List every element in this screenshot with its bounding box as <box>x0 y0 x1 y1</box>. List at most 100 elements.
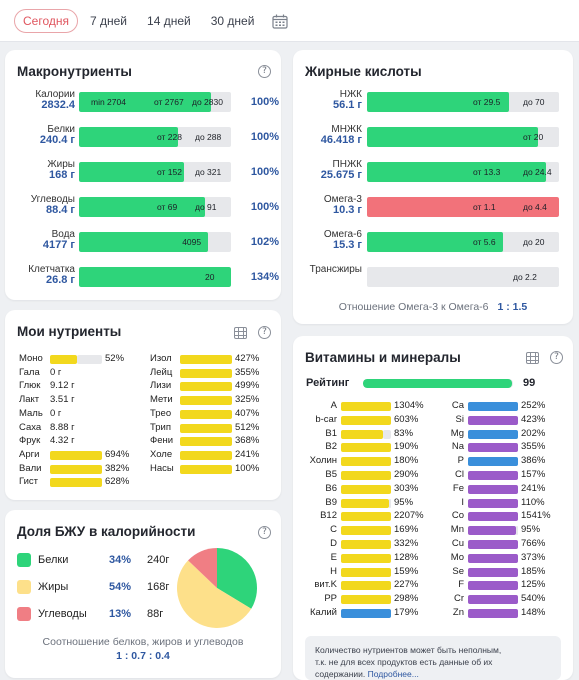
fatty-acid-row: Трансжиры до 2.2 <box>305 264 567 291</box>
macro-bar-text: от 228 <box>157 132 182 142</box>
fatty-acid-row: Омега-6 15.3 г от 5.6 до 20 <box>305 229 567 256</box>
fatty-acid-name: Трансжиры <box>309 264 362 275</box>
nutrient-value: 694% <box>105 448 130 460</box>
vitamin-name: B2 <box>325 441 337 453</box>
vitamin-value: 241% <box>521 482 546 494</box>
table-icon[interactable] <box>234 327 247 339</box>
pie-slice <box>188 548 217 588</box>
macro-label: Жиры 168 г <box>17 159 75 181</box>
tab-14-days[interactable]: 14 дней <box>147 13 191 28</box>
vitamin-name: B1 <box>325 427 337 439</box>
vitamin-value: 2207% <box>394 510 424 522</box>
table-icon[interactable] <box>526 352 539 364</box>
macro-name: Клетчатка <box>28 264 75 275</box>
help-icon[interactable]: ? <box>258 526 271 539</box>
fatty-acid-bar-fill <box>367 92 510 112</box>
vitamin-value: 83% <box>394 427 414 439</box>
vitamin-value: 110% <box>521 496 545 508</box>
vitamin-name: B5 <box>325 469 337 480</box>
more-link[interactable]: Подробнее... <box>367 669 419 679</box>
tab-30-days[interactable]: 30 дней <box>210 13 255 28</box>
vitamin-value: 185% <box>521 565 546 577</box>
vitamin-bar <box>468 553 518 563</box>
bju-percent: 34% <box>109 554 132 566</box>
macro-name: Вода <box>51 229 75 240</box>
tab-today[interactable]: Сегодня <box>14 8 78 33</box>
vitamin-bar <box>468 512 518 522</box>
fatty-acid-bar-fill <box>367 197 559 217</box>
macro-bar: от 69 до 91 <box>79 197 231 217</box>
nutrient-name: Трип <box>150 421 172 433</box>
nutrient-name: Мети <box>150 394 173 406</box>
pie-slice <box>217 548 257 609</box>
fatty-acid-bar: от 1.1 до 4.4 <box>367 197 559 217</box>
fatty-acid-row: ПНЖК 25.675 г от 13.3 до 24.4 <box>305 159 567 186</box>
macro-label: Белки 240.4 г <box>17 124 75 146</box>
calendar-icon[interactable] <box>272 14 288 29</box>
period-tabs: Сегодня 7 дней 14 дней 30 дней <box>0 0 579 42</box>
omega-ratio-label: Отношение Омега-3 к Омега-6 <box>338 301 489 313</box>
fatty-acid-bar-fill <box>367 127 538 147</box>
vitamin-name: Cl <box>455 469 464 480</box>
bju-ratio-label: Соотношение белков, жиров и углеводов <box>42 636 244 648</box>
vitamin-value: 373% <box>521 551 546 563</box>
macro-bar-text: от 2767 <box>154 97 184 107</box>
vitamin-name: Si <box>455 413 464 425</box>
nutrient-bar <box>180 396 232 406</box>
bju-ratio-value: 1 : 0.7 : 0.4 <box>116 650 170 662</box>
vitamin-value: 540% <box>521 593 546 605</box>
vitamin-name: Co <box>451 510 464 522</box>
macro-row: Белки 240.4 г от 228 до 288 100% <box>17 124 279 151</box>
nutrient-value: 241% <box>235 448 260 460</box>
vitamin-name: E <box>330 551 337 563</box>
macro-bar-fill <box>79 232 209 252</box>
macro-name: Белки <box>47 124 75 135</box>
fatty-acid-row: Омега-3 10.3 г от 1.1 до 4.4 <box>305 194 567 221</box>
macro-bar-text: от 152 <box>157 167 182 177</box>
vitamin-value: 202% <box>521 427 546 439</box>
macro-value: 88.4 г <box>45 204 75 216</box>
my-nutrients-title: Мои нутриенты <box>17 324 122 339</box>
macros-title: Макронутриенты <box>17 64 132 79</box>
nutrient-name: Лакт <box>19 394 40 406</box>
macro-name: Жиры <box>47 159 75 170</box>
vitamin-bar <box>341 415 391 425</box>
vitamin-bar <box>468 526 516 536</box>
help-icon[interactable]: ? <box>258 326 271 339</box>
fatty-acid-bar-text: до 24.4 <box>523 167 552 177</box>
bju-card: Доля БЖУ в калорийности ? Белки 34% 240г Жи… <box>5 510 281 678</box>
nutrient-name: Гала <box>19 366 40 378</box>
macro-percent: 100% <box>250 131 279 143</box>
vitamin-value: 603% <box>394 413 419 425</box>
nutrient-value: 355% <box>235 366 260 378</box>
nutrient-name: Арги <box>19 448 40 460</box>
fatty-acid-bar-text: до 70 <box>523 97 545 107</box>
bju-name: Жиры <box>38 581 69 593</box>
macro-bar-fill <box>79 267 231 287</box>
nutrient-value: 499% <box>235 380 260 392</box>
fatty-acid-bar-text: от 1.1 <box>473 202 496 212</box>
fatty-acid-bar-text: от 20 <box>523 132 544 142</box>
vitamin-bar <box>341 471 391 480</box>
nutrient-value: 382% <box>105 462 130 474</box>
help-icon[interactable]: ? <box>258 65 271 78</box>
vitamin-name: Mg <box>450 427 464 439</box>
macro-bar-fill <box>79 127 178 147</box>
macro-row: Клетчатка 26.8 г 20 134% <box>17 264 279 291</box>
nutrient-value: 52% <box>105 353 125 364</box>
nutrient-bar <box>180 450 232 460</box>
omega-ratio-value: 1 : 1.5 <box>497 301 528 313</box>
tab-7-days[interactable]: 7 дней <box>90 13 128 28</box>
vitamin-name: Холин <box>309 455 337 467</box>
nutrient-value: 4.32 г <box>50 435 75 447</box>
nutrient-name: Маль <box>19 407 43 419</box>
vitamin-name: Cu <box>451 538 464 549</box>
help-icon[interactable]: ? <box>550 351 563 364</box>
vitamin-bar <box>341 484 391 494</box>
macro-bar-fill <box>79 92 212 112</box>
macro-bar: от 228 до 288 <box>79 127 231 147</box>
rating-fill <box>363 379 512 388</box>
vitamin-value: 157% <box>521 469 546 480</box>
nutrient-bar <box>180 355 232 364</box>
vitamin-value: 303% <box>394 482 419 494</box>
